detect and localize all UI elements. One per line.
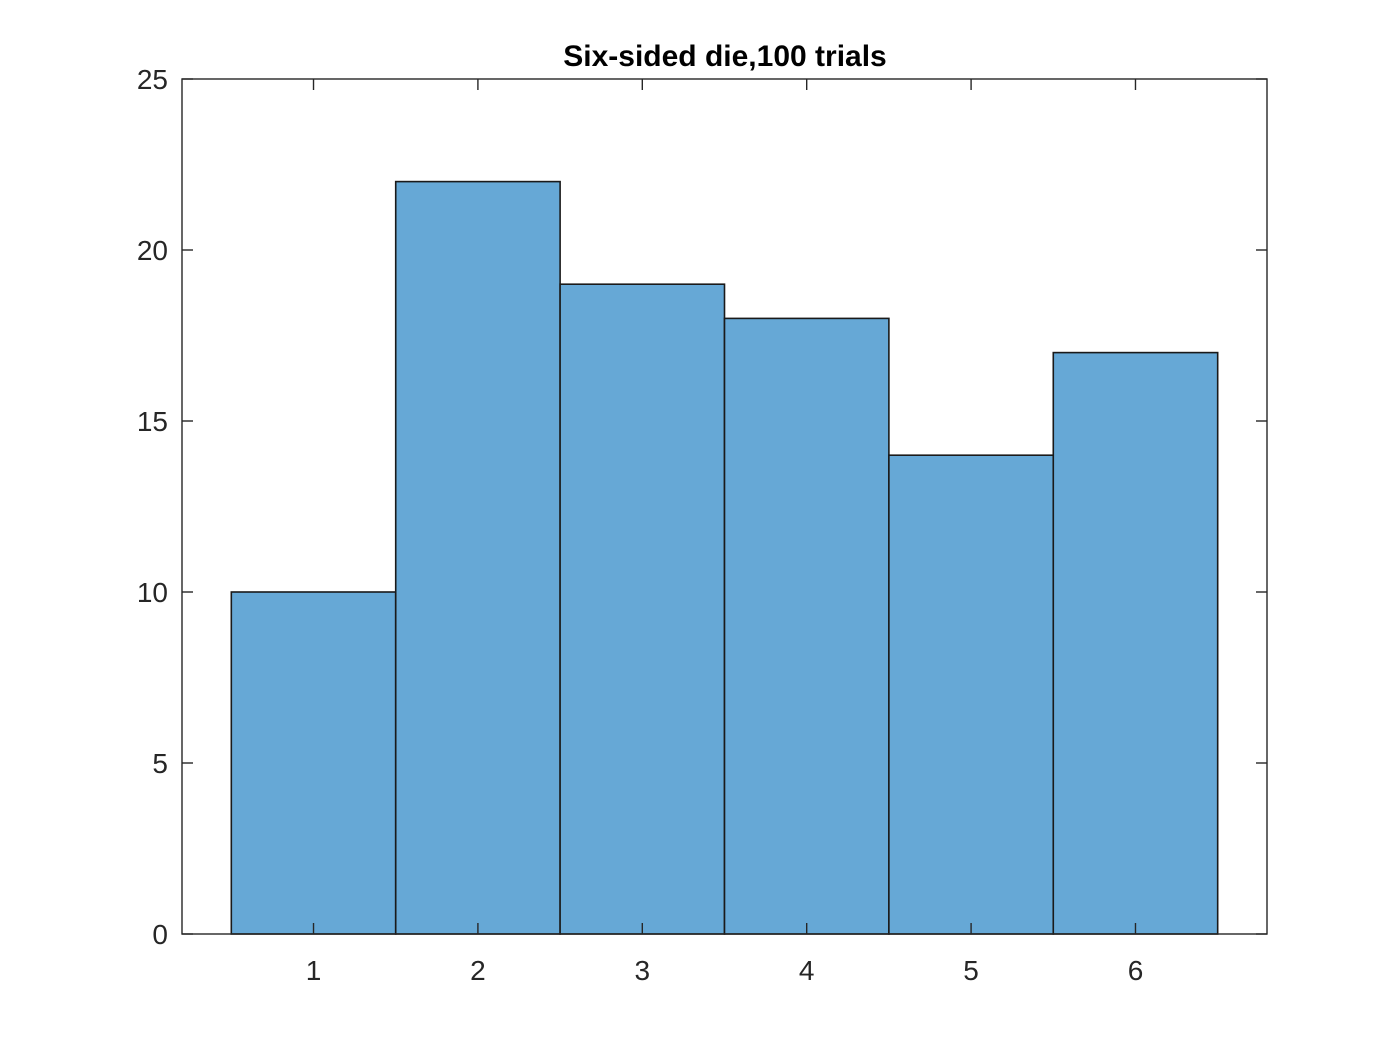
bar-4	[723, 317, 890, 935]
bar-3	[559, 283, 726, 935]
y-tick-label: 0	[152, 919, 168, 950]
chart-title: Six-sided die,100 trials	[563, 40, 886, 73]
y-tick-label: 10	[137, 577, 168, 608]
y-tick-label: 5	[152, 748, 168, 779]
ticks-group: 1 2 3 4 5 6 0 5 10 15 20 25	[137, 64, 1267, 986]
x-tick-label: 3	[635, 955, 651, 986]
bar-6	[1052, 351, 1219, 935]
y-tick-label: 25	[137, 64, 168, 95]
bar-2	[394, 180, 561, 935]
bar-1	[230, 591, 397, 935]
x-tick-label: 1	[306, 955, 322, 986]
axes-group	[181, 78, 1268, 935]
y-tick-label: 15	[137, 406, 168, 437]
x-tick-label: 4	[799, 955, 815, 986]
y-tick-label: 20	[137, 235, 168, 266]
x-tick-label: 2	[470, 955, 486, 986]
axes-box	[181, 78, 1268, 935]
bar-5	[888, 454, 1055, 935]
bars-group	[230, 180, 1219, 935]
x-tick-label: 6	[1128, 955, 1144, 986]
x-tick-label: 5	[963, 955, 979, 986]
